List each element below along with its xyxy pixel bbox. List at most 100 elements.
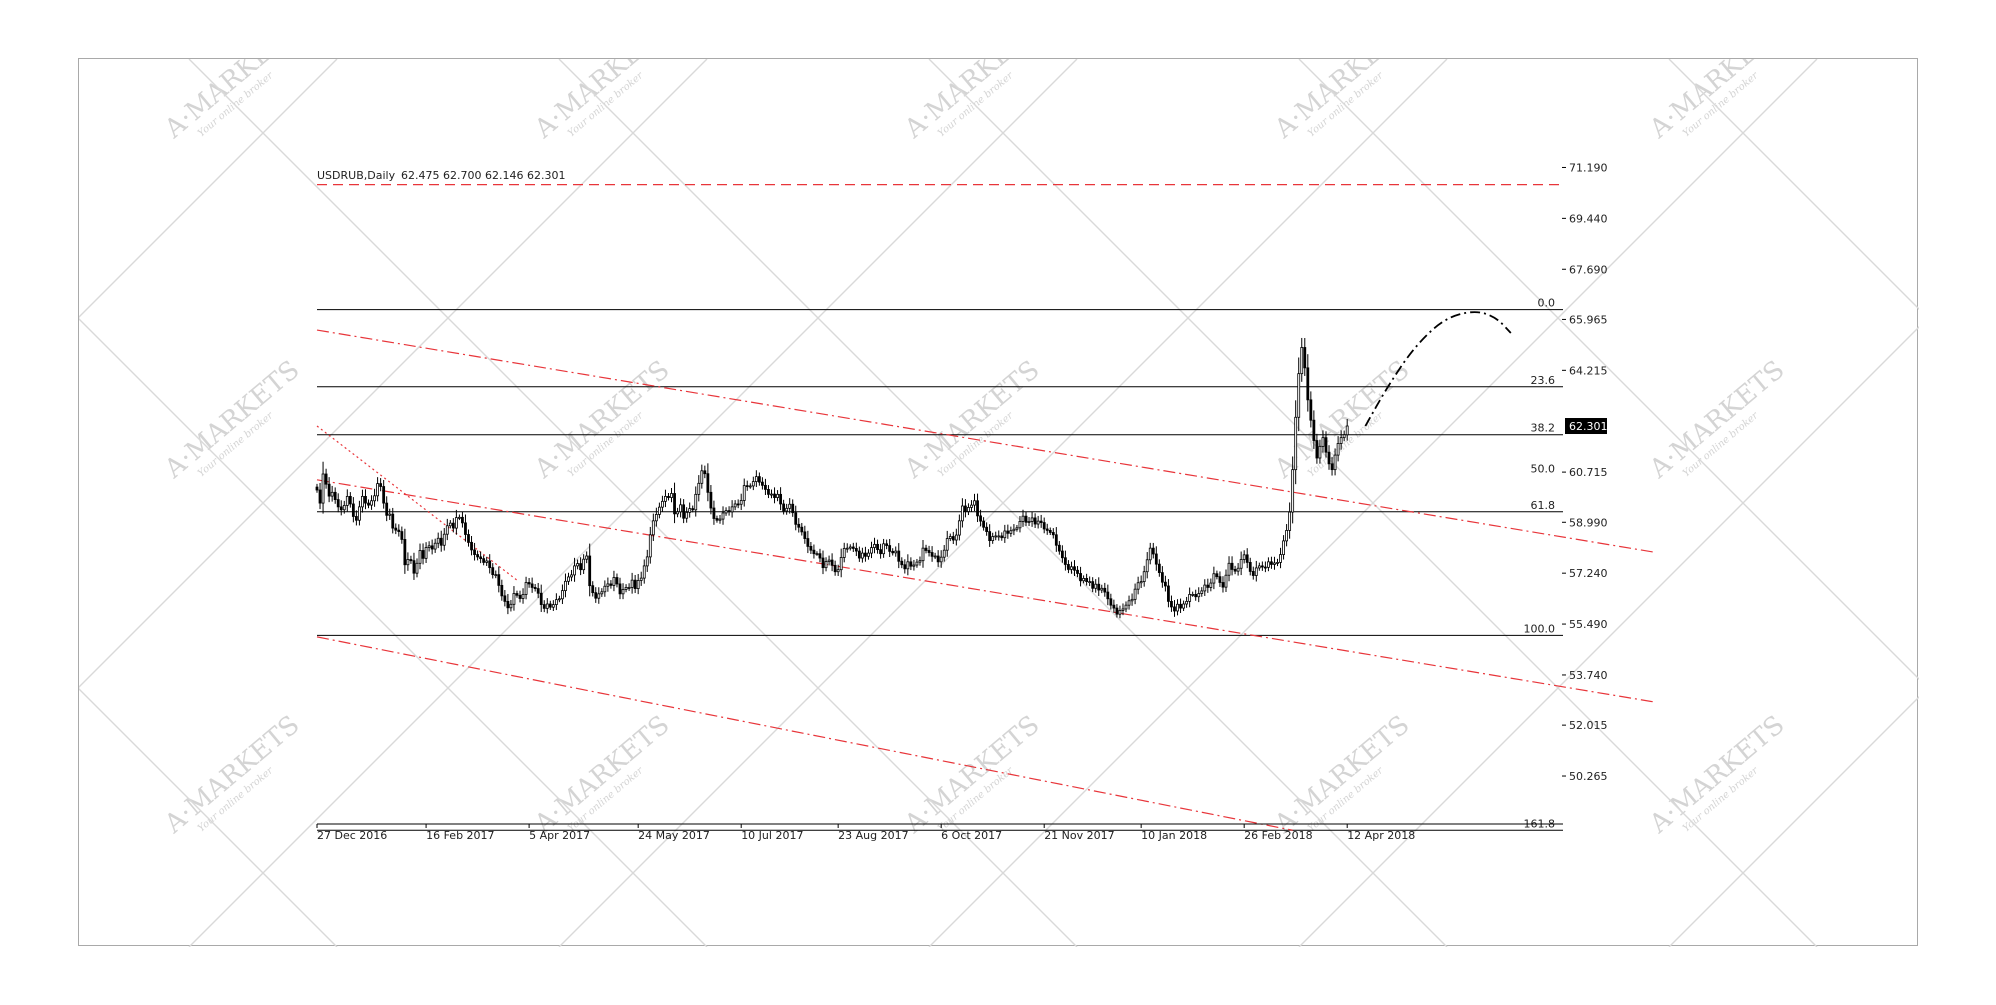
candle-body <box>385 502 389 516</box>
candle <box>1215 570 1219 580</box>
fib-level-label: 0.0 <box>1538 297 1556 310</box>
candle <box>1270 556 1273 569</box>
ohlc-readout: 62.475 62.700 62.146 62.301 <box>401 169 565 182</box>
candle <box>697 475 701 502</box>
candle <box>1024 511 1028 526</box>
candle-body <box>912 564 916 567</box>
candle-body <box>1170 600 1173 608</box>
candle <box>1170 595 1173 612</box>
candle <box>1285 524 1288 547</box>
candle <box>1006 524 1010 539</box>
candle-body <box>848 546 852 549</box>
candle-body <box>336 499 340 508</box>
candle <box>1097 577 1101 596</box>
candle <box>509 599 513 612</box>
candle <box>1039 514 1043 528</box>
candle-body <box>745 485 749 488</box>
candle <box>1191 591 1195 597</box>
candle-body <box>467 534 470 543</box>
candle-body <box>973 500 976 506</box>
candle-body <box>1182 603 1185 609</box>
candle <box>985 522 989 536</box>
candle <box>579 557 583 576</box>
candle-body <box>842 548 846 558</box>
candle <box>688 502 692 518</box>
candle <box>967 503 970 516</box>
y-tick-label: 52.015 <box>1569 719 1608 732</box>
candle <box>751 476 755 491</box>
candle-body <box>570 574 573 578</box>
candle <box>1221 576 1225 593</box>
candle-body <box>1263 566 1267 569</box>
candle-body <box>1176 603 1179 612</box>
candle <box>897 543 901 569</box>
candle-body <box>1227 562 1231 576</box>
candle-body <box>1270 561 1273 565</box>
candle <box>888 538 892 558</box>
candle-body <box>982 520 985 528</box>
candle-body <box>388 513 392 516</box>
candle-body <box>718 518 722 521</box>
candle <box>1139 575 1143 589</box>
candle <box>1027 517 1031 527</box>
candle-body <box>691 508 695 511</box>
candle-body <box>491 567 495 576</box>
candle-body <box>458 516 461 519</box>
candle-body <box>1057 544 1061 552</box>
candle <box>809 542 813 554</box>
candle <box>730 500 734 518</box>
candle-body <box>1003 530 1007 539</box>
candle <box>945 530 949 557</box>
candle <box>327 477 331 503</box>
candle <box>1254 560 1258 582</box>
candle <box>1336 436 1340 462</box>
candle-body <box>1260 565 1264 568</box>
candle <box>518 590 522 603</box>
candle-body <box>515 593 519 596</box>
candle-body <box>809 546 813 551</box>
candle <box>473 542 476 561</box>
candle <box>348 492 352 508</box>
x-tick-label: 10 Jul 2017 <box>741 829 803 842</box>
candle-body <box>1054 534 1058 546</box>
candle <box>842 542 846 563</box>
candle <box>667 492 670 501</box>
candle-body <box>454 517 458 529</box>
candle <box>597 587 601 604</box>
x-tick-label: 10 Jan 2018 <box>1141 829 1207 842</box>
candle-body <box>533 587 537 589</box>
candle <box>1312 410 1316 449</box>
candle-body <box>1082 578 1085 582</box>
candle-body <box>879 549 882 555</box>
candle <box>1136 576 1140 595</box>
candle <box>845 543 849 553</box>
candle <box>485 556 489 566</box>
candle-body <box>670 493 673 498</box>
candle-body <box>1018 521 1022 529</box>
candle-body <box>400 531 404 540</box>
candle <box>676 507 679 518</box>
candle-body <box>509 603 513 609</box>
candle <box>821 550 825 575</box>
candle-body <box>333 491 337 500</box>
candle-body <box>1267 561 1270 568</box>
candle <box>521 588 525 604</box>
candle <box>336 493 340 513</box>
candle <box>439 530 443 552</box>
candle <box>879 543 882 559</box>
candle <box>788 498 792 514</box>
candle-body <box>412 560 416 574</box>
axes: 71.190 69.440 67.690 65.965 64.215 60.715 58.9… <box>316 161 1608 842</box>
candle <box>1079 566 1082 587</box>
candle <box>609 580 613 589</box>
candle-body <box>979 515 982 522</box>
candle-body <box>694 493 698 511</box>
candle-body <box>379 483 383 487</box>
candle <box>706 463 710 502</box>
candle <box>1224 569 1228 593</box>
candle <box>818 548 822 563</box>
candle <box>1257 562 1261 571</box>
candle <box>1051 528 1055 539</box>
candle <box>803 525 807 544</box>
candle-body <box>761 481 764 486</box>
